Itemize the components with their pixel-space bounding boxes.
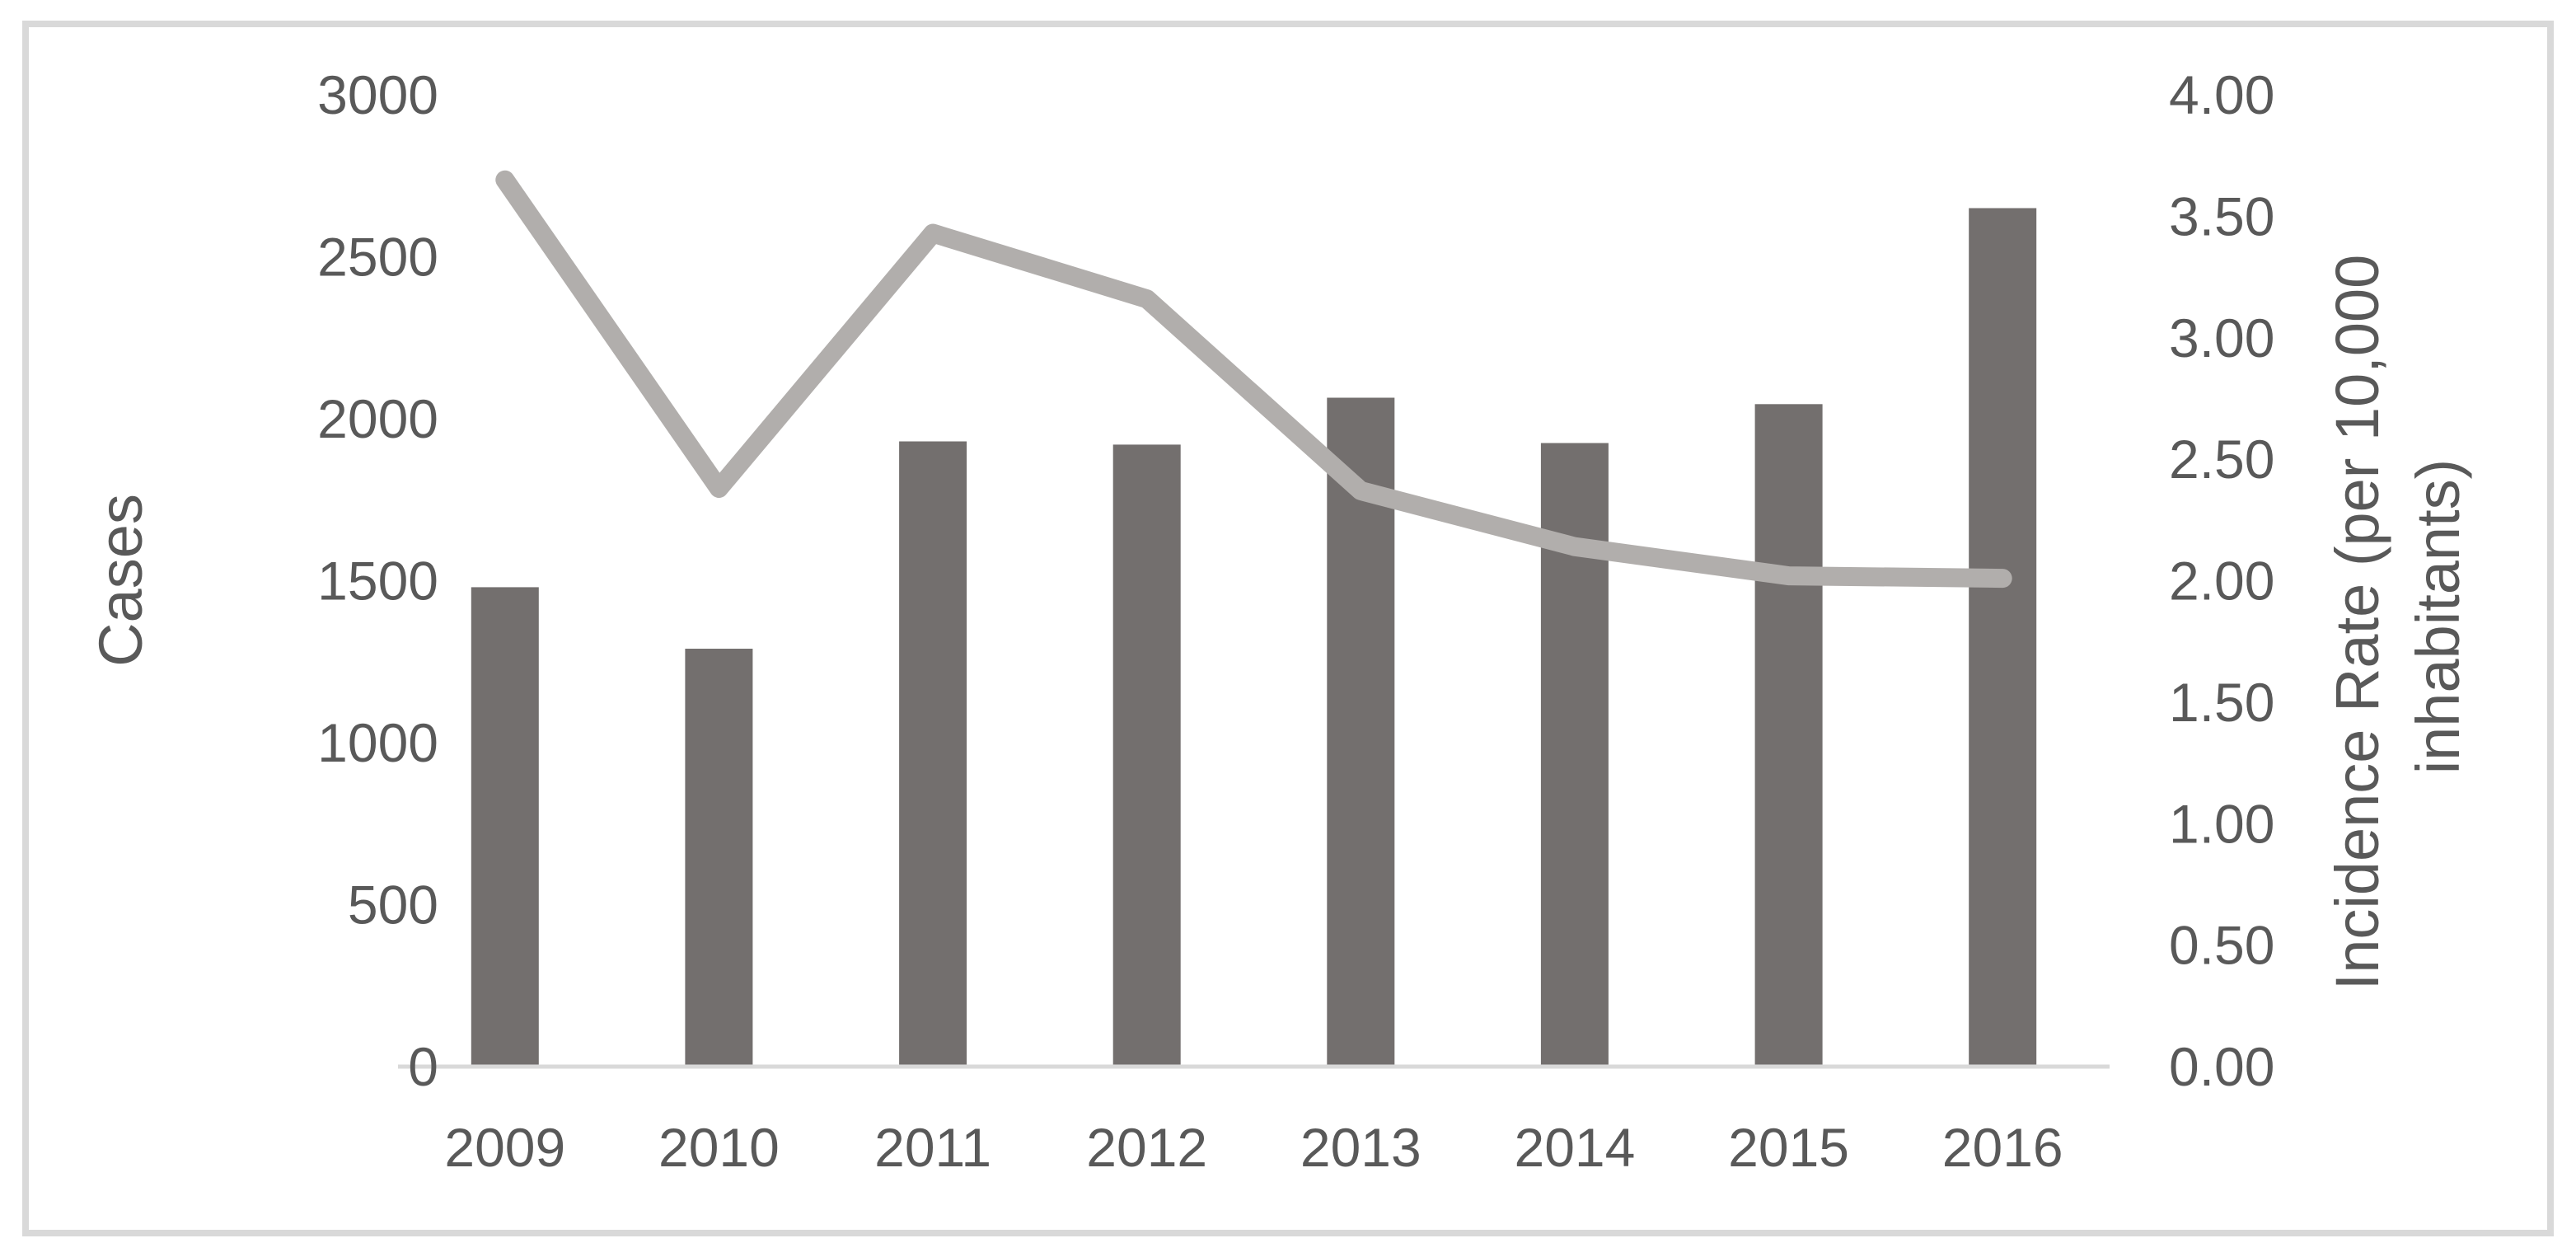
left-axis-tick-2000: 2000 bbox=[317, 388, 438, 449]
right-axis-title-line2: inhabitants) bbox=[2404, 459, 2472, 775]
left-axis-tick-3000: 3000 bbox=[317, 64, 438, 125]
right-axis-tick-3.00: 3.00 bbox=[2169, 307, 2274, 368]
bars-layer bbox=[471, 208, 2037, 1065]
tick-labels-layer: 3000 2500 2000 1500 1000 500 0 4.00 3.50 3.00 2.50… bbox=[317, 64, 2274, 1178]
bar-2012 bbox=[1112, 444, 1181, 1065]
x-axis-label-2009: 2009 bbox=[444, 1117, 565, 1178]
right-axis-tick-3.50: 3.50 bbox=[2169, 185, 2274, 246]
left-axis-tick-1500: 1500 bbox=[317, 551, 438, 612]
bar-2011 bbox=[899, 441, 967, 1065]
x-axis-label-2015: 2015 bbox=[1728, 1117, 1849, 1178]
incidence-rate-line bbox=[495, 170, 2012, 589]
x-axis-label-2016: 2016 bbox=[1942, 1117, 2063, 1178]
left-axis-tick-2500: 2500 bbox=[317, 227, 438, 288]
left-axis-tick-1000: 1000 bbox=[317, 712, 438, 773]
x-axis-label-2011: 2011 bbox=[874, 1117, 991, 1178]
x-axis-label-2012: 2012 bbox=[1086, 1117, 1207, 1178]
right-axis-tick-4.00: 4.00 bbox=[2169, 64, 2274, 125]
left-axis-tick-0: 0 bbox=[408, 1036, 438, 1097]
chart-frame-border bbox=[22, 21, 2554, 1236]
x-axis-label-2013: 2013 bbox=[1300, 1117, 1421, 1178]
line-series-layer bbox=[495, 170, 2012, 589]
bar-2009 bbox=[471, 587, 539, 1065]
x-axis-label-2014: 2014 bbox=[1514, 1117, 1635, 1178]
x-axis-label-2010: 2010 bbox=[658, 1117, 780, 1178]
right-axis-tick-2.00: 2.00 bbox=[2169, 551, 2274, 612]
bar-2010 bbox=[685, 649, 753, 1065]
bar-2015 bbox=[1754, 404, 1823, 1065]
left-axis-title: Cases bbox=[87, 494, 155, 667]
right-axis-tick-0.00: 0.00 bbox=[2169, 1036, 2274, 1097]
left-axis-tick-500: 500 bbox=[348, 875, 438, 936]
right-axis-tick-1.50: 1.50 bbox=[2169, 672, 2274, 733]
right-axis-tick-2.50: 2.50 bbox=[2169, 429, 2274, 490]
bar-2013 bbox=[1327, 397, 1395, 1065]
right-axis-tick-1.00: 1.00 bbox=[2169, 793, 2274, 854]
right-axis-tick-0.50: 0.50 bbox=[2169, 915, 2274, 976]
right-axis-title-line1: Incidence Rate (per 10,000 bbox=[2323, 255, 2391, 991]
bar-2016 bbox=[1969, 208, 2037, 1065]
